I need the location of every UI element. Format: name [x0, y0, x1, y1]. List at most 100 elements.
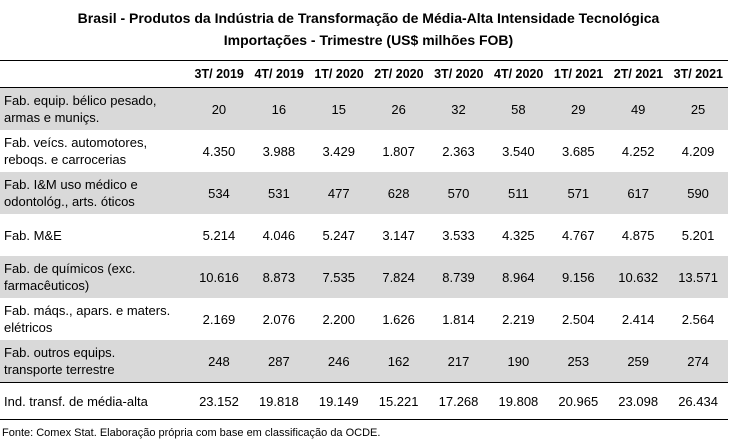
value-cell: 8.964 [488, 256, 549, 298]
row-label-line: Fab. I&M uso médico e [4, 177, 138, 192]
value-cell: 1.807 [382, 143, 415, 159]
value-cell: 23.152 [189, 382, 249, 420]
imports-table: 3T/ 2019 4T/ 2019 1T/ 2020 2T/ 2020 3T/ … [0, 60, 729, 420]
value-cell: 2.564 [681, 311, 715, 327]
value-cell: 246 [308, 340, 369, 383]
value-cell: 3.685 [562, 143, 595, 159]
value-cell: 15.221 [368, 382, 429, 420]
value-cell: 2.169 [202, 311, 236, 327]
value-cell: 7.824 [368, 256, 429, 298]
value-cell: 477 [308, 172, 369, 214]
column-header: 1T/ 2021 [548, 60, 609, 88]
row-label-line: Fab. equip. bélico pesado, [4, 93, 157, 108]
value-cell: 3.429 [322, 143, 355, 159]
value-cell: 5.214 [202, 227, 236, 243]
value-cell: 17.268 [428, 382, 489, 420]
row-label-line: Fab. máqs., apars. e maters. [4, 303, 171, 318]
value-cell: 248 [189, 340, 249, 383]
table-row: Fab. outros equips. transporte terrestre 2… [0, 340, 729, 383]
table-row: Fab. I&M uso médico e odontológ., arts. ó… [0, 172, 729, 214]
column-header: 1T/ 2020 [308, 60, 369, 88]
value-cell: 190 [488, 340, 549, 383]
value-cell: 590 [668, 172, 729, 214]
column-header: 2T/ 2020 [368, 60, 429, 88]
header-empty [0, 60, 189, 88]
column-header: 2T/ 2021 [608, 60, 669, 88]
row-label-line: transporte terrestre [4, 362, 115, 377]
value-cell: 531 [248, 172, 309, 214]
value-cell: 26 [368, 87, 429, 130]
table-row: Fab. equip. bélico pesado, armas e muniçs… [0, 87, 729, 130]
value-cell: 628 [368, 172, 429, 214]
row-label-line: armas e muniçs. [4, 110, 100, 125]
value-cell: 29 [548, 87, 609, 130]
value-cell: 2.414 [621, 311, 655, 327]
value-cell: 617 [608, 172, 669, 214]
value-cell: 19.149 [308, 382, 369, 420]
value-cell: 23.098 [608, 382, 669, 420]
value-cell: 4.252 [621, 143, 655, 159]
source-note: Fonte: Comex Stat. Elaboração própria co… [2, 427, 381, 439]
column-header: 3T/ 2020 [428, 60, 489, 88]
value-cell: 287 [248, 340, 309, 383]
row-label-line: reboqs. e carrocerias [4, 152, 127, 167]
row-label: Fab. I&M uso médico e odontológ., arts. ó… [0, 172, 189, 214]
value-cell: 2.200 [322, 311, 355, 327]
value-cell: 162 [368, 340, 429, 383]
value-cell: 10.616 [189, 256, 249, 298]
value-cell: 4.046 [262, 227, 296, 243]
value-cell: 20 [189, 87, 249, 130]
table-subtitle: Importações - Trimestre (US$ milhões FOB… [223, 32, 514, 48]
row-label-line: Fab. M&E [4, 227, 62, 243]
value-cell: 570 [428, 172, 489, 214]
value-cell: 2.076 [262, 311, 296, 327]
value-cell: 3.988 [262, 143, 296, 159]
value-cell: 2.363 [442, 143, 475, 159]
value-cell: 25 [668, 87, 729, 130]
value-cell: 217 [428, 340, 489, 383]
row-label: Fab. M&E [0, 214, 189, 256]
value-cell: 1.626 [382, 311, 415, 327]
value-cell: 19.818 [248, 382, 309, 420]
value-cell: 571 [548, 172, 609, 214]
column-header: 4T/ 2019 [248, 60, 309, 88]
value-cell: 16 [248, 87, 309, 130]
value-cell: 534 [189, 172, 249, 214]
value-cell: 3.147 [382, 227, 415, 243]
value-cell: 511 [488, 172, 549, 214]
value-cell: 8.739 [428, 256, 489, 298]
row-label: Fab. máqs., apars. e maters. elétricos [0, 298, 189, 340]
row-label-line: elétricos [4, 320, 53, 335]
column-header: 4T/ 2020 [488, 60, 549, 88]
value-cell: 5.247 [322, 227, 355, 243]
value-cell: 4.325 [502, 227, 535, 243]
table-row: Fab. M&E 5.214 4.046 5.247 3.147 3.533 4.325 4.… [0, 214, 728, 256]
header-row: 3T/ 2019 4T/ 2019 1T/ 2020 2T/ 2020 3T/ … [0, 60, 729, 88]
value-cell: 4.209 [681, 143, 715, 159]
value-cell: 259 [608, 340, 669, 383]
row-label: Fab. outros equips. transporte terrestre [0, 340, 189, 383]
value-cell: 49 [608, 87, 669, 130]
value-cell: 4.875 [621, 227, 655, 243]
column-header: 3T/ 2019 [189, 60, 249, 88]
row-label-line: Fab. outros equips. [4, 345, 116, 360]
value-cell: 9.156 [548, 256, 609, 298]
row-label: Fab. equip. bélico pesado, armas e muniçs… [0, 87, 189, 130]
table-title: Brasil - Produtos da Indústria de Transf… [77, 10, 660, 26]
value-cell: 274 [668, 340, 729, 383]
value-cell: 19.808 [488, 382, 549, 420]
value-cell: 253 [548, 340, 609, 383]
value-cell: 4.767 [562, 227, 595, 243]
row-label-line: Ind. transf. de média-alta [4, 393, 148, 409]
row-label: Ind. transf. de média-alta [0, 382, 189, 420]
value-cell: 4.350 [202, 143, 236, 159]
value-cell: 2.504 [562, 311, 595, 327]
row-label-line: Fab. veícs. automotores, [4, 135, 148, 150]
value-cell: 10.632 [608, 256, 669, 298]
table-row: Fab. de químicos (exc. farmacêuticos) 10.6… [0, 256, 729, 298]
row-label-line: odontológ., arts. óticos [4, 194, 135, 209]
value-cell: 7.535 [308, 256, 369, 298]
value-cell: 15 [308, 87, 369, 130]
row-label: Fab. veícs. automotores, reboqs. e carroc… [0, 130, 189, 172]
